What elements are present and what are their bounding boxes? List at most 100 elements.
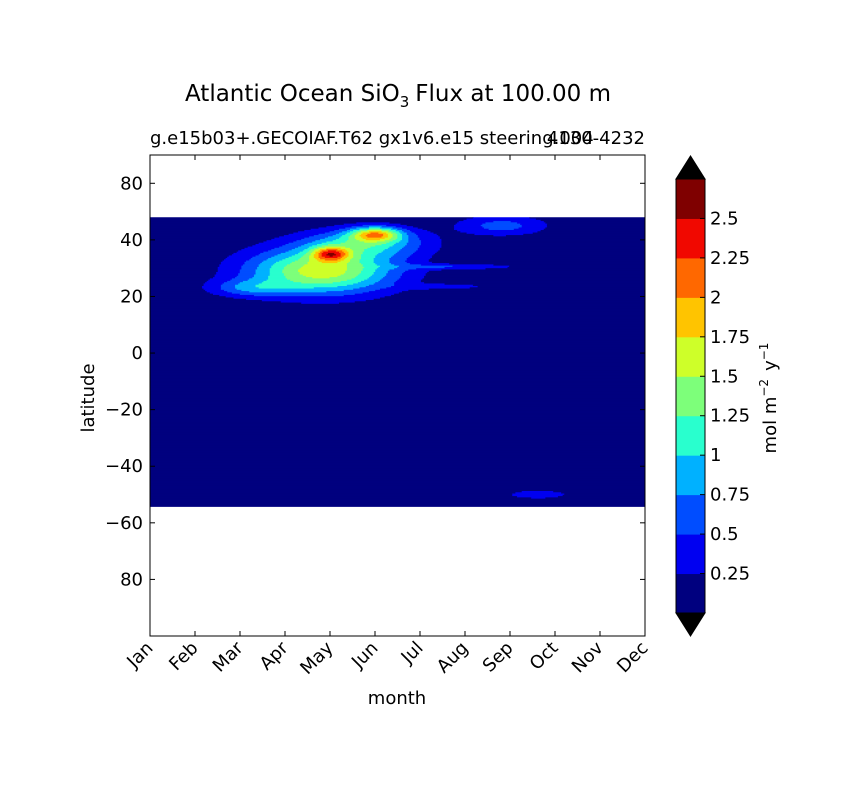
contour-cell (214, 274, 239, 277)
contour-cell (389, 261, 408, 264)
contour-cell (271, 266, 285, 269)
contour-cell (345, 246, 372, 249)
contour-cell (150, 367, 645, 370)
contour-cell (285, 277, 313, 279)
contour-cell (387, 247, 403, 250)
contour-cell (150, 487, 645, 490)
contour-cell (394, 282, 425, 285)
contour-cell (150, 288, 205, 291)
contour-cell (321, 250, 329, 253)
contour-cell (353, 250, 365, 253)
contour-cell (150, 391, 645, 394)
contour-cell (395, 226, 414, 229)
contour-cell (220, 286, 236, 288)
contour-cell (255, 286, 339, 288)
contour-cell (301, 256, 310, 259)
contour-cell (466, 218, 537, 221)
contour-cell (400, 249, 419, 251)
contour-cell (340, 254, 346, 257)
contour-cell (402, 238, 409, 241)
contour-cell (326, 249, 339, 251)
contour-cell (416, 233, 438, 236)
contour-cell (150, 422, 645, 425)
contour-cell (416, 250, 439, 253)
contour-cell (261, 300, 367, 302)
contour-cell (290, 263, 309, 265)
contour-cell (150, 419, 645, 422)
contour-cell (150, 401, 645, 404)
contour-cell (150, 448, 645, 451)
contour-cell (402, 247, 419, 250)
contour-cell (150, 345, 645, 348)
contour-cell (460, 231, 539, 234)
contour-cell (354, 293, 395, 296)
contour-cell (150, 370, 645, 372)
y-axis: 80 40 20 0 −20 −40 −60 80 (105, 173, 645, 590)
colorbar-tick-label: 1 (710, 445, 721, 466)
contour-cell (326, 247, 342, 250)
contour-cell (287, 264, 305, 267)
contour-cell (345, 257, 353, 260)
contour-cell (241, 289, 345, 292)
contour-cell (150, 375, 645, 378)
contour-cell (387, 236, 394, 239)
contour-cell (389, 222, 458, 225)
contour-cell (222, 283, 239, 286)
contour-cell (469, 287, 645, 290)
contour-cell (150, 306, 645, 309)
contour-cell (453, 227, 485, 230)
contour-cell (309, 260, 320, 263)
contour-cell (150, 446, 645, 449)
contour-cell (268, 275, 287, 278)
contour-cell (493, 264, 645, 267)
contour-cell (150, 219, 465, 222)
contour-cell (150, 283, 205, 286)
contour-cell (227, 280, 244, 283)
contour-cell (150, 316, 645, 319)
contour-cell (364, 279, 381, 282)
contour-cell (340, 257, 346, 260)
contour-cell (150, 348, 645, 351)
contour-cell (411, 254, 435, 257)
contour-cell (150, 221, 460, 223)
contour-cell (150, 475, 645, 478)
contour-cell (231, 278, 250, 281)
contour-cell (235, 277, 253, 279)
x-tick-label: Mar (209, 637, 248, 676)
contour-cell (413, 226, 455, 229)
contour-cell (271, 265, 287, 268)
contour-cell (255, 273, 271, 276)
contour-cell (386, 273, 403, 276)
contour-cell (290, 279, 348, 282)
contour-cell (150, 257, 227, 260)
contour-cell (398, 231, 405, 234)
contour-cell (150, 350, 645, 353)
contour-cell (390, 256, 409, 259)
contour-cell (222, 260, 247, 263)
contour-cell (258, 265, 272, 268)
contour-cell (304, 254, 312, 257)
contour-cell (298, 259, 310, 262)
contour-cell (335, 233, 346, 236)
contour-cell (359, 261, 375, 264)
contour-cell (402, 236, 409, 239)
contour-cell (150, 329, 645, 332)
contour-cell (343, 255, 350, 258)
contour-cell (345, 252, 350, 255)
contour-cell (247, 246, 280, 249)
contour-cell (513, 228, 545, 231)
contour-cell (353, 229, 361, 232)
contour-cell (261, 282, 302, 285)
colorbar-extend-max (675, 155, 706, 180)
contour-cell (518, 227, 546, 230)
contour-cell (368, 284, 395, 287)
contour-cell (375, 256, 392, 259)
contour-cell (362, 252, 379, 255)
contour-cell (241, 265, 260, 268)
contour-cell (269, 271, 283, 274)
contour-cell (351, 249, 365, 251)
contour-cell (348, 261, 361, 264)
colorbar-tick-label: 1.5 (710, 366, 739, 387)
contour-cell (315, 249, 321, 251)
contour-cell (373, 257, 390, 260)
